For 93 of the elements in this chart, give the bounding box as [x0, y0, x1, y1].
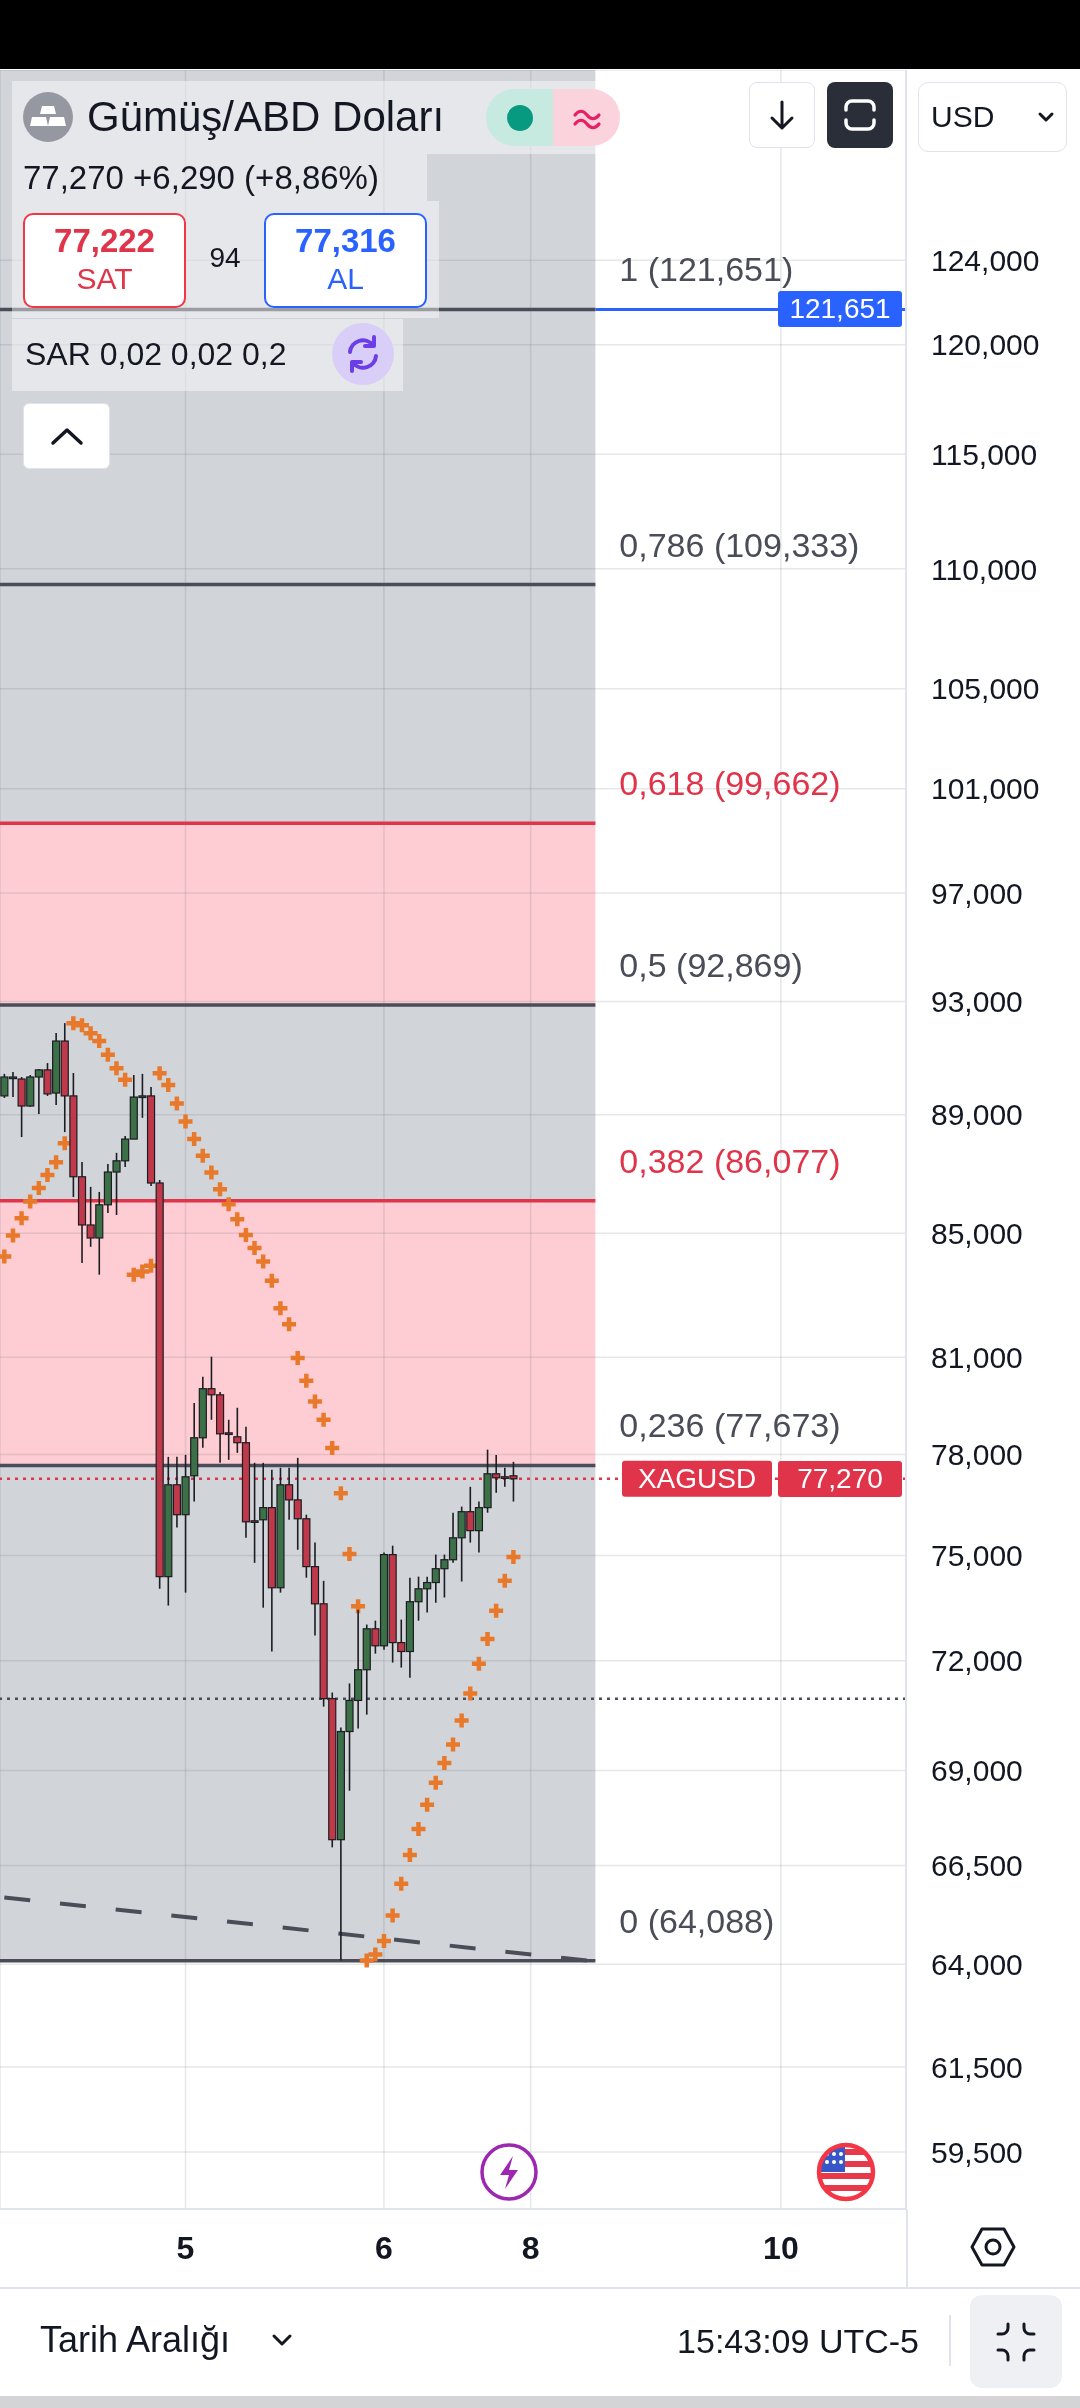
point: [366, 1945, 385, 1964]
price-tag: 121,651: [778, 291, 902, 328]
x-tick-label: 6: [375, 2229, 393, 2266]
point: [288, 1348, 307, 1368]
ref-line-label: 0 (64,088): [619, 1901, 775, 1940]
point: [167, 1094, 187, 1113]
point: [98, 1045, 118, 1065]
annotation: AL: [326, 261, 365, 297]
point: [391, 1874, 411, 1894]
point: [29, 1178, 49, 1198]
point: [400, 1845, 420, 1865]
y-tick-label: 69,000: [931, 1754, 1023, 1788]
annotation: SAT: [75, 261, 134, 297]
annotation: SAR 0,02 0,02 0,2: [25, 335, 287, 373]
point: [210, 1180, 230, 1199]
point: [331, 1483, 351, 1503]
point: [340, 1544, 359, 1564]
point: [279, 1314, 299, 1334]
y-tick-label: 115,000: [931, 437, 1038, 471]
y-tick-label: 66,500: [931, 1849, 1023, 1883]
point: [176, 1112, 195, 1131]
symbol-tag: XAGUSD: [622, 1460, 772, 1497]
point: [297, 1371, 316, 1390]
point: [374, 1931, 394, 1951]
point: [383, 1906, 402, 1925]
x-tick-label: 8: [521, 2229, 540, 2266]
point: [253, 1252, 273, 1271]
buy-button: 77,316 AL: [264, 213, 427, 308]
y-tick-label: 81,000: [931, 1340, 1023, 1374]
point: [38, 1165, 57, 1185]
point: [426, 1773, 445, 1793]
annotation: 77,316: [294, 221, 397, 261]
point: [124, 1265, 143, 1284]
point: [305, 1392, 325, 1411]
ref-line-label: 0,618 (99,662): [619, 764, 841, 803]
point: [461, 1684, 480, 1703]
x-tick-label: 5: [176, 2229, 195, 2266]
ref-line-label: 0,5 (92,869): [619, 946, 803, 985]
point: [469, 1654, 489, 1673]
y-tick-label: 110,000: [931, 552, 1038, 586]
point: [12, 1209, 31, 1228]
text: Gümüş/ABD Doları: [87, 92, 445, 142]
point: [219, 1194, 238, 1214]
ref-line-label: 0,786 (109,333): [619, 525, 860, 564]
point: [504, 1547, 523, 1567]
ref-line-label: 0,382 (86,077): [619, 1141, 841, 1180]
y-tick-label: 97,000: [931, 876, 1023, 910]
currency-dropdown: USD: [918, 82, 1067, 152]
point: [357, 1951, 376, 1970]
text: Tarih Aralığı: [40, 2318, 231, 2362]
point: [322, 1438, 342, 1458]
y-tick-label: 101,000: [931, 772, 1040, 806]
point: [348, 1597, 368, 1616]
point: [271, 1298, 290, 1318]
x-tick-label: 10: [763, 2229, 799, 2266]
point: [314, 1410, 333, 1430]
y-tick-label: 75,000: [931, 1539, 1023, 1573]
y-tick-label: 124,000: [931, 243, 1040, 277]
y-tick-label: 89,000: [931, 1098, 1023, 1132]
y-tick-label: 78,000: [931, 1438, 1023, 1472]
y-tick-label: 59,500: [931, 2135, 1023, 2169]
point: [435, 1753, 454, 1773]
y-tick-label: 72,000: [931, 1644, 1023, 1678]
y-tick-label: 85,000: [931, 1216, 1023, 1250]
ref-line-label: 1 (121,651): [619, 250, 794, 289]
point: [486, 1601, 506, 1621]
text: 77,270 +6,290 (+8,86%): [23, 158, 379, 198]
price-tag: 77,270: [778, 1460, 902, 1497]
annotation: 94: [208, 241, 242, 275]
point: [20, 1192, 40, 1211]
annotation: 77,222: [53, 221, 156, 261]
y-tick-label: 61,500: [931, 2050, 1023, 2084]
y-tick-label: 105,000: [931, 672, 1040, 706]
point: [417, 1795, 437, 1814]
point: [46, 1153, 66, 1172]
y-tick-label: 64,000: [931, 1947, 1023, 1981]
point: [228, 1209, 247, 1229]
point: [452, 1711, 471, 1730]
ref-line-label: 0,236 (77,673): [619, 1406, 841, 1445]
point: [443, 1735, 463, 1754]
point: [184, 1129, 204, 1149]
point: [495, 1571, 515, 1591]
sell-button: 77,222 SAT: [23, 213, 186, 308]
point: [202, 1163, 221, 1182]
text: 15:43:09 UTC-5: [676, 2321, 919, 2362]
y-tick-label: 120,000: [931, 328, 1040, 362]
point: [193, 1146, 213, 1166]
ref-line-label: XAGUSD: [637, 1463, 757, 1495]
point: [3, 1226, 23, 1245]
point: [478, 1629, 497, 1649]
y-tick-label: 93,000: [931, 985, 1023, 1019]
point: [262, 1271, 282, 1291]
point: [409, 1819, 428, 1839]
